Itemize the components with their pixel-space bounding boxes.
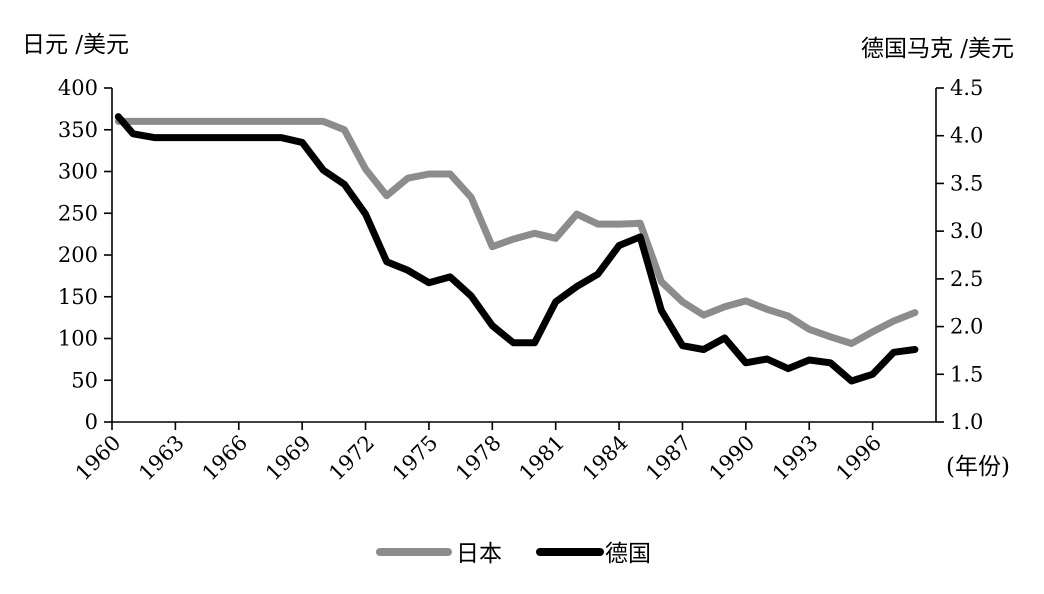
- left-tick-label-4: 200: [58, 243, 98, 267]
- x-tick-label-12: 1996: [831, 431, 886, 486]
- right-tick-label-1: 1.5: [950, 362, 983, 386]
- x-tick-label-9: 1987: [641, 431, 696, 486]
- left-axis-ticks: 0 50 100 150 200 250 300 350 400: [58, 76, 112, 434]
- legend: 日本 德国: [376, 541, 651, 567]
- left-tick-label-6: 300: [58, 160, 98, 184]
- x-axis-ticks: 1960 1963 1966 1969 1972 1975 1978 1981 1984 1987…: [71, 422, 886, 485]
- right-tick-label-7: 4.5: [950, 76, 983, 100]
- left-tick-label-7: 350: [58, 118, 98, 142]
- left-tick-label-5: 250: [58, 201, 98, 225]
- left-tick-label-2: 100: [58, 327, 98, 351]
- right-tick-label-5: 3.5: [950, 171, 983, 195]
- left-tick-label-0: 0: [85, 410, 98, 434]
- left-tick-label-1: 50: [71, 368, 98, 392]
- x-tick-label-11: 1993: [768, 431, 823, 486]
- x-tick-label-5: 1975: [388, 431, 443, 486]
- right-axis-title: 德国马克 /美元: [861, 36, 1014, 62]
- x-tick-label-3: 1969: [261, 431, 316, 486]
- right-tick-label-0: 1.0: [950, 410, 983, 434]
- left-tick-label-3: 150: [58, 285, 98, 309]
- series-line-japan: [114, 117, 919, 347]
- left-axis-title: 日元 /美元: [22, 32, 129, 58]
- right-tick-label-3: 2.5: [950, 267, 983, 291]
- x-tick-label-7: 1981: [514, 431, 569, 486]
- right-tick-label-4: 3.0: [950, 219, 983, 243]
- left-tick-label-8: 400: [58, 76, 98, 100]
- right-tick-label-2: 2.0: [950, 315, 983, 339]
- x-tick-label-0: 1960: [71, 431, 126, 486]
- right-tick-label-6: 4.0: [950, 124, 983, 148]
- x-tick-label-6: 1978: [451, 431, 506, 486]
- series-line-germany: [114, 113, 919, 385]
- x-tick-label-4: 1972: [324, 431, 379, 486]
- x-tick-label-8: 1984: [578, 431, 633, 486]
- x-tick-label-10: 1990: [705, 431, 760, 486]
- series-layer: [114, 113, 919, 385]
- legend-label-japan: 日本: [456, 541, 502, 567]
- right-axis-ticks: 1.0 1.5 2.0 2.5 3.0 3.5 4.0 4.5: [936, 76, 983, 434]
- legend-label-germany: 德国: [605, 541, 651, 567]
- x-tick-label-1: 1963: [134, 431, 189, 486]
- x-axis-title: (年份): [946, 454, 1010, 480]
- x-tick-label-2: 1966: [198, 431, 253, 486]
